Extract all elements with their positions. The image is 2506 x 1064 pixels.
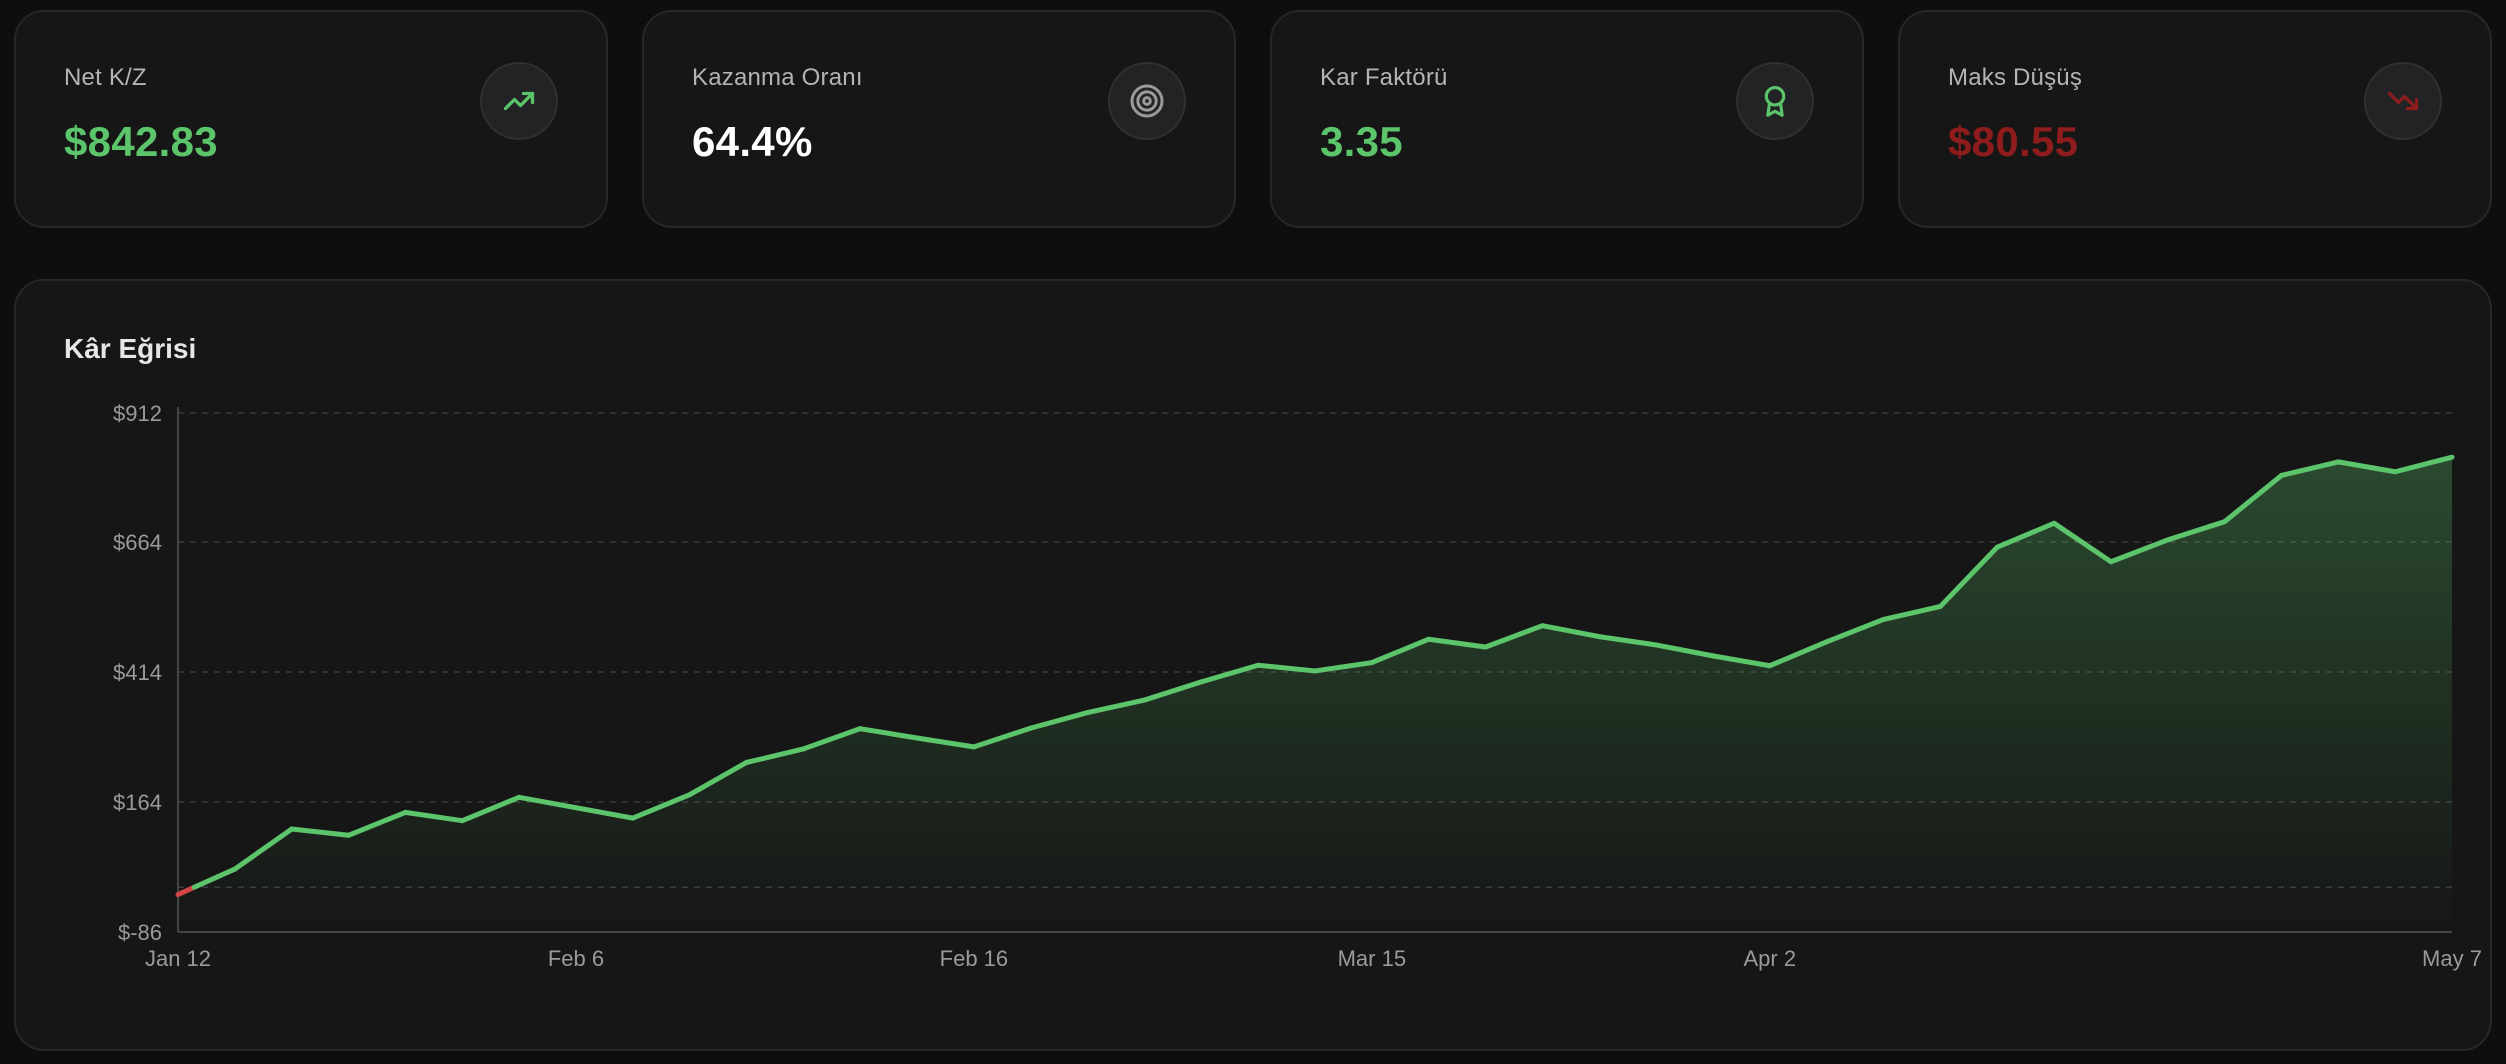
line-segment — [1994, 520, 2057, 550]
line-segment — [1653, 642, 1716, 659]
line-segment — [1312, 660, 1375, 674]
trending-down-icon — [2364, 62, 2442, 140]
line-segment — [2051, 520, 2114, 565]
max-drawdown-card: Maks Düşüş $80.55 — [1898, 10, 2492, 228]
stat-label: Net K/Z — [64, 64, 147, 91]
profit-factor-card: Kar Faktörü 3.35 — [1270, 10, 1864, 228]
x-tick-label: Apr 2 — [1744, 946, 1797, 971]
y-tick-label: $164 — [113, 790, 162, 815]
stat-value: 64.4% — [692, 118, 813, 165]
x-tick-label: Feb 16 — [940, 946, 1009, 971]
line-segment — [914, 735, 977, 750]
line-segment — [2392, 454, 2455, 475]
award-icon — [1736, 62, 1814, 140]
line-segment — [2335, 459, 2398, 475]
line-segment — [1028, 710, 1091, 731]
line-segment — [1824, 616, 1886, 645]
line-segment — [191, 866, 238, 890]
stat-value: 3.35 — [1320, 118, 1403, 165]
stat-value: $842.83 — [64, 118, 218, 165]
area-fill — [178, 457, 2452, 932]
line-segment — [2108, 537, 2171, 565]
stat-value: $80.55 — [1948, 118, 2079, 165]
x-tick-label: Jan 12 — [145, 946, 211, 971]
win-rate-card: Kazanma Oranı 64.4% — [642, 10, 1236, 228]
x-tick-label: May 7 — [2422, 946, 2482, 971]
line-segment — [1426, 636, 1489, 650]
line-segment — [232, 826, 295, 872]
y-tick-label: $664 — [113, 530, 162, 555]
line-segment — [971, 725, 1034, 750]
x-tick-label: Feb 6 — [548, 946, 604, 971]
line-segment — [175, 884, 197, 898]
line-segment — [1198, 662, 1261, 685]
stat-label: Kar Faktörü — [1320, 64, 1448, 91]
line-segment — [1881, 603, 1943, 622]
trending-up-icon — [480, 62, 558, 140]
y-tick-label: $-86 — [118, 920, 162, 945]
line-segment — [800, 726, 863, 752]
target-icon — [1108, 62, 1186, 140]
line-segment — [1937, 544, 2000, 609]
y-tick-label: $414 — [113, 660, 162, 685]
line-segment — [687, 759, 749, 798]
line-segment — [1710, 653, 1773, 669]
line-segment — [1141, 679, 1204, 703]
line-segment — [516, 794, 579, 811]
line-segment — [402, 809, 465, 824]
line-segment — [857, 726, 920, 741]
line-segment — [1483, 623, 1545, 650]
line-segment — [573, 805, 636, 821]
line-segment — [630, 792, 693, 821]
chart-title: Kâr Eğrisi — [64, 333, 197, 364]
line-segment — [1255, 662, 1318, 674]
line-segment — [744, 746, 806, 765]
line-segment — [1369, 636, 1432, 666]
line-segment — [1596, 634, 1659, 648]
x-tick-label: Mar 15 — [1338, 946, 1406, 971]
line-segment — [1767, 639, 1830, 669]
line-segment — [289, 826, 352, 838]
line-segment — [2278, 459, 2341, 478]
profit-curve-card: Kâr Eğrisi $912 $664 $414 $164 $-86 Jan 12 Feb… — [14, 279, 2492, 1051]
net-pl-card: Net K/Z $842.83 — [14, 10, 608, 228]
line-segment — [2165, 519, 2228, 543]
line-segment — [1539, 623, 1602, 640]
line-segment — [2222, 472, 2284, 525]
stat-label: Kazanma Oranı — [692, 64, 863, 91]
line-segment — [459, 794, 522, 824]
line-segment — [346, 809, 408, 838]
line-segment — [1085, 697, 1147, 716]
stat-label: Maks Düşüş — [1948, 64, 2083, 91]
y-tick-label: $912 — [113, 401, 162, 426]
